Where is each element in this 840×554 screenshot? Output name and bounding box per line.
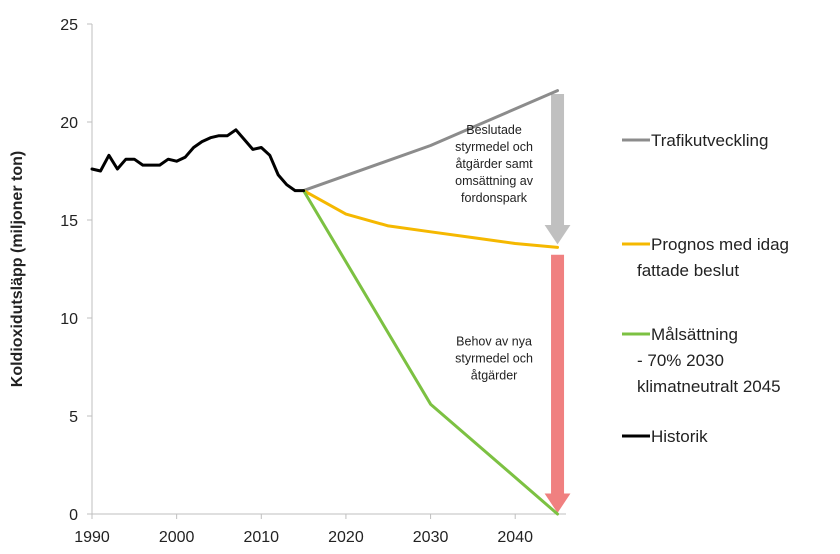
arrow-beslutade xyxy=(544,94,571,245)
annotation-line: styrmedel och xyxy=(455,140,533,154)
annotation-line: åtgärder xyxy=(471,368,518,382)
annotations: Beslutade styrmedel och åtgärder samt omsät… xyxy=(455,123,534,383)
x-tick-label: 2030 xyxy=(413,529,449,546)
legend-item-trafikutveckling: Trafikutveckling xyxy=(622,131,768,150)
x-tick-label: 2010 xyxy=(243,529,279,546)
x-tick-label: 1990 xyxy=(74,529,110,546)
annotation-behov: Behov av nya styrmedel och åtgärder xyxy=(455,334,533,382)
y-tick-label: 25 xyxy=(60,17,78,34)
series-line-malsattning-70-2030-klimatneutralt-2045 xyxy=(302,189,559,516)
legend-label-line: Målsättning xyxy=(651,325,738,344)
legend-label: Målsättning - 70% 2030 klimatneutralt 2045 xyxy=(637,325,781,396)
x-tick-label: 2020 xyxy=(328,529,364,546)
series-line-trafikutveckling xyxy=(302,89,559,193)
legend-item-prognos-med-idag-fattade-beslut: Prognos med idag fattade beslut xyxy=(622,235,789,280)
y-tick-label: 10 xyxy=(60,311,78,328)
series-lines xyxy=(90,89,559,516)
legend-label: Historik xyxy=(651,427,708,446)
annotation-line: fordonspark xyxy=(461,191,528,205)
annotation-line: åtgärder samt xyxy=(455,157,533,171)
legend-label-line: Prognos med idag xyxy=(651,235,789,254)
annotation-line: Beslutade xyxy=(466,123,522,137)
legend-label-line: Trafikutveckling xyxy=(651,131,768,150)
y-axis-label: Koldioxidutsläpp (miljoner ton) xyxy=(9,151,26,387)
annotation-line: styrmedel och xyxy=(455,351,533,365)
series-line-historik xyxy=(90,128,306,193)
legend: Trafikutveckling Prognos med idag fattade … xyxy=(622,131,789,446)
axes: 1990 2000 2010 2020 2030 2040 0 5 10 15 20 25 xyxy=(60,17,566,546)
y-tick-label: 0 xyxy=(69,507,78,524)
y-ticks: 0 5 10 15 20 25 xyxy=(60,17,92,524)
legend-label-line: klimatneutralt 2045 xyxy=(637,377,781,396)
arrow-behov xyxy=(544,254,571,513)
series-line-prognos-med-idag-fattade-beslut xyxy=(302,189,559,249)
y-tick-label: 15 xyxy=(60,213,78,230)
annotation-line: omsättning av xyxy=(455,174,534,188)
legend-label-line: fattade beslut xyxy=(637,261,739,280)
x-tick-label: 2000 xyxy=(159,529,195,546)
x-ticks: 1990 2000 2010 2020 2030 2040 xyxy=(74,514,533,546)
legend-item-historik: Historik xyxy=(622,427,708,446)
x-tick-label: 2040 xyxy=(497,529,533,546)
annotation-line: Behov av nya xyxy=(456,334,532,348)
legend-label: Trafikutveckling xyxy=(651,131,768,150)
legend-label-line: - 70% 2030 xyxy=(637,351,724,370)
legend-label-line: Historik xyxy=(651,427,708,446)
y-tick-label: 5 xyxy=(69,409,78,426)
legend-label: Prognos med idag fattade beslut xyxy=(637,235,789,280)
arrows xyxy=(544,94,571,513)
y-tick-label: 20 xyxy=(60,115,78,132)
annotation-beslutade: Beslutade styrmedel och åtgärder samt omsät… xyxy=(455,123,534,205)
legend-item-malsattning-70-2030-klimatneutralt-2045: Målsättning - 70% 2030 klimatneutralt 2045 xyxy=(622,325,781,396)
